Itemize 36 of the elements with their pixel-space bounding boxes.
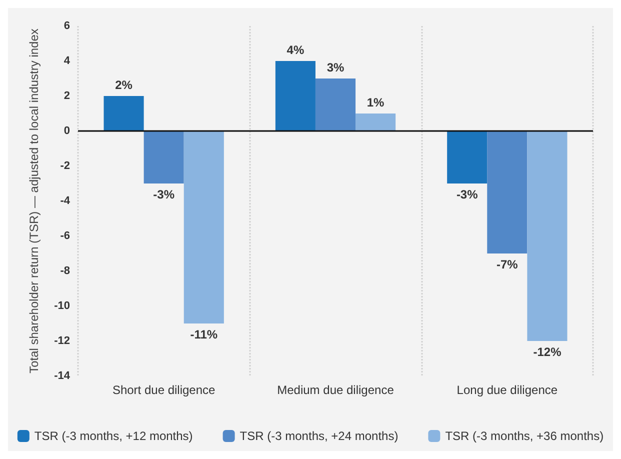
y-tick-label: -12 <box>54 335 70 347</box>
bar <box>315 78 356 131</box>
y-tick-label: 2 <box>64 90 70 102</box>
bar <box>184 131 224 324</box>
data-label: 4% <box>286 43 304 57</box>
y-tick-label: 4 <box>64 55 71 67</box>
legend-label: TSR (-3 months, +36 months) <box>445 429 604 443</box>
y-tick-label: -10 <box>54 300 70 312</box>
bar <box>527 131 568 341</box>
y-tick-label: -6 <box>60 230 70 242</box>
bar <box>447 131 488 184</box>
y-axis-title: Total shareholder return (TSR) — adjusted to local industry index <box>27 28 41 374</box>
bar <box>104 96 144 131</box>
bar <box>275 61 316 131</box>
y-tick-label: -14 <box>54 370 71 382</box>
data-label: -11% <box>190 328 218 342</box>
bar <box>356 114 396 131</box>
y-tick-label: 0 <box>64 125 70 137</box>
bar <box>144 131 184 184</box>
data-label: -3% <box>153 188 175 202</box>
y-tick-label: -8 <box>60 265 70 277</box>
data-label: 1% <box>366 96 385 110</box>
y-tick-label: -2 <box>60 160 70 172</box>
x-tick-label: Medium due diligence <box>277 383 394 397</box>
data-label: -12% <box>533 345 562 359</box>
data-label: -7% <box>496 258 518 272</box>
bar <box>487 131 528 254</box>
x-tick-label: Long due diligence <box>456 383 558 397</box>
data-label: 3% <box>326 60 344 74</box>
data-label: 2% <box>115 78 133 92</box>
data-label: -3% <box>456 188 478 202</box>
legend-label: TSR (-3 months, +12 months) <box>34 429 193 443</box>
y-tick-label: 6 <box>64 20 70 32</box>
legend-label: TSR (-3 months, +24 months) <box>240 429 398 443</box>
x-tick-label: Short due diligence <box>112 383 216 397</box>
y-tick-label: -4 <box>60 195 71 207</box>
